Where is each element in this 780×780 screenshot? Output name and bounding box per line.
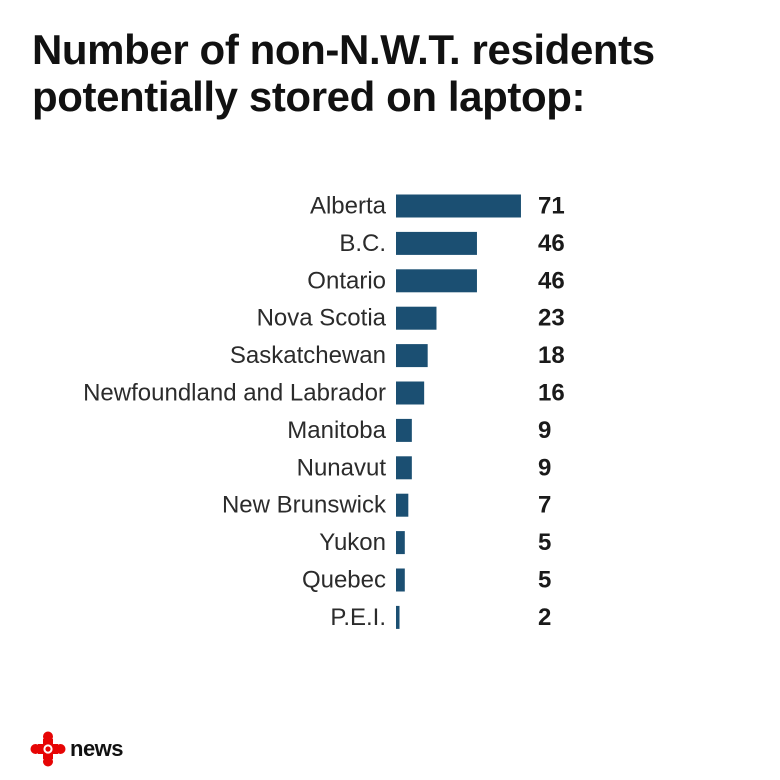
cbc-gem-icon (30, 731, 66, 767)
bar (396, 306, 437, 330)
category-label: Nova Scotia (257, 305, 387, 332)
category-label: Saskatchewan (230, 342, 386, 369)
value-label: 71 (538, 193, 565, 220)
bar (396, 194, 521, 218)
value-label: 23 (538, 305, 565, 332)
category-label: Manitoba (287, 417, 386, 444)
bar (396, 493, 409, 517)
category-label: Yukon (319, 529, 386, 556)
category-label: New Brunswick (222, 492, 387, 519)
chart-title: Number of non-N.W.T. residents potential… (32, 26, 655, 121)
bar (396, 456, 412, 480)
bar (396, 381, 425, 405)
bar (396, 568, 405, 592)
category-label: Newfoundland and Labrador (83, 380, 386, 407)
bar (396, 344, 428, 368)
category-label: Nunavut (297, 454, 387, 481)
logo-wordmark: news (70, 736, 124, 761)
value-label: 16 (538, 380, 565, 407)
value-label: 18 (538, 342, 565, 369)
category-label: Ontario (307, 267, 386, 294)
value-label: 5 (538, 529, 551, 556)
category-label: B.C. (339, 230, 386, 257)
value-label: 2 (538, 604, 551, 631)
bar (396, 418, 412, 442)
bar (396, 605, 400, 629)
cbc-news-logo: news (30, 731, 124, 767)
category-label: Quebec (302, 567, 386, 594)
bar (396, 531, 405, 555)
value-label: 46 (538, 230, 565, 257)
value-label: 46 (538, 267, 565, 294)
bar (396, 231, 477, 255)
value-label: 7 (538, 492, 551, 519)
value-label: 5 (538, 567, 551, 594)
value-label: 9 (538, 454, 551, 481)
value-label: 9 (538, 417, 551, 444)
bar (396, 269, 477, 293)
category-label: Alberta (310, 193, 387, 220)
category-label: P.E.I. (330, 604, 386, 631)
